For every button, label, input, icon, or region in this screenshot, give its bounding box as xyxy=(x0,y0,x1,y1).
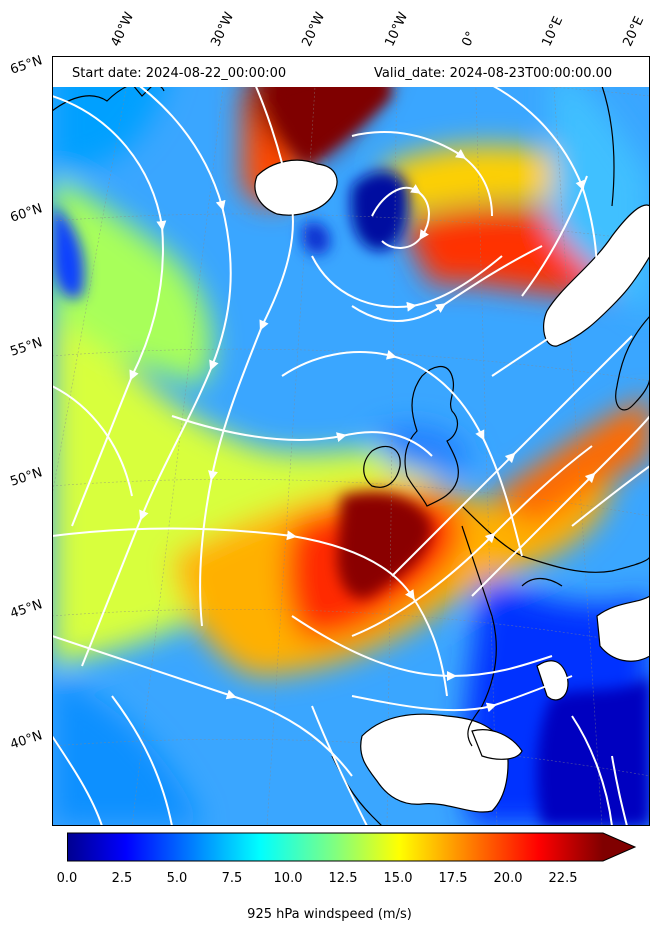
windspeed-map xyxy=(52,56,650,826)
streamline xyxy=(351,445,593,637)
streamline xyxy=(351,675,573,713)
iberia-landmass xyxy=(360,713,509,813)
streamline xyxy=(52,527,448,697)
streamline xyxy=(52,735,103,826)
colorbar-tick-label: 10.0 xyxy=(273,871,303,886)
lon-label-40w: 40°W xyxy=(108,10,138,49)
lon-label-20e: 20°E xyxy=(620,14,648,49)
start-date-label: Start date: 2024-08-22_00:00:00 xyxy=(72,66,287,81)
streamline xyxy=(281,349,523,557)
streamline xyxy=(571,715,613,826)
lon-label-10e: 10°E xyxy=(539,14,567,49)
balkans-mask xyxy=(536,660,569,701)
streamline xyxy=(351,131,493,217)
colorbar-tick-label: 22.5 xyxy=(548,871,578,886)
lat-label-50n: 50°N xyxy=(8,465,45,490)
colorbar-tick-label: 20.0 xyxy=(493,871,523,886)
colorbar-tick-label: 2.5 xyxy=(111,871,133,886)
streamline xyxy=(311,705,368,826)
streamline xyxy=(371,184,430,249)
scandinavia-coast xyxy=(601,85,650,411)
streamline xyxy=(391,335,633,577)
alps-mask xyxy=(596,595,650,662)
lat-label-55n: 55°N xyxy=(8,335,45,360)
lon-label-0: 0° xyxy=(459,29,480,49)
streamline xyxy=(491,315,583,377)
streamline xyxy=(471,75,598,277)
colorbar-tick-label: 0.0 xyxy=(56,871,78,886)
windspeed-colorbar xyxy=(67,832,637,862)
streamline xyxy=(521,175,588,297)
africa-coast xyxy=(331,755,383,826)
streamline xyxy=(611,755,628,826)
colorbar-tick-label: 17.5 xyxy=(438,871,468,886)
streamline xyxy=(571,465,650,527)
colorbar-tick-label: 7.5 xyxy=(221,871,243,886)
streamline xyxy=(351,245,543,322)
lat-label-65n: 65°N xyxy=(8,53,45,78)
lon-label-20w: 20°W xyxy=(299,10,329,49)
lat-label-45n: 45°N xyxy=(8,597,45,622)
streamline xyxy=(291,615,553,681)
lat-label-40n: 40°N xyxy=(8,728,45,753)
date-header-strip xyxy=(53,57,649,87)
lon-label-10w: 10°W xyxy=(382,10,412,49)
lon-label-30w: 30°W xyxy=(208,10,238,49)
valid-date-label: Valid_date: 2024-08-23T00:00:00.00 xyxy=(374,66,613,81)
italy-mask xyxy=(471,729,523,760)
streamline xyxy=(52,385,133,497)
colorbar-tick-label: 5.0 xyxy=(166,871,188,886)
streamline xyxy=(52,635,353,777)
colorbar-tick-label: 15.0 xyxy=(383,871,413,886)
streamline xyxy=(199,56,297,627)
ireland-coast xyxy=(363,445,401,488)
streamline xyxy=(111,695,173,826)
colorbar-title: 925 hPa windspeed (m/s) xyxy=(247,907,412,922)
colorbar-tick-label: 12.5 xyxy=(328,871,358,886)
streamline xyxy=(311,255,503,312)
lat-label-60n: 60°N xyxy=(8,201,45,226)
streamline xyxy=(471,415,650,597)
streamline xyxy=(171,415,433,457)
